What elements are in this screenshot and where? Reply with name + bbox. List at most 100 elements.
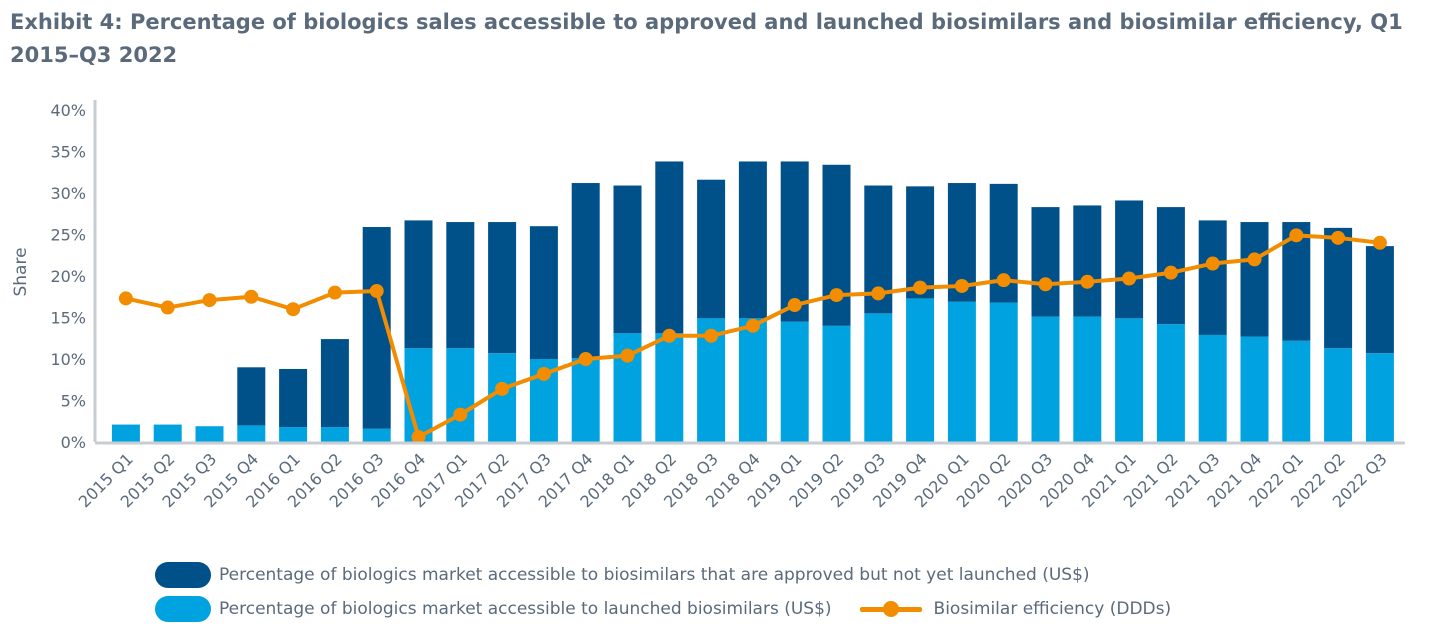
y-tick-label: 30% <box>50 184 86 203</box>
bar-approved-not-launched <box>446 222 475 349</box>
bar-approved-not-launched <box>279 368 308 428</box>
bar-approved-not-launched <box>1073 205 1102 317</box>
legend-row-2: Percentage of biologics market accessibl… <box>155 592 1415 626</box>
bar-launched <box>1115 318 1144 442</box>
bar-launched <box>989 302 1018 442</box>
efficiency-point <box>286 302 301 317</box>
efficiency-point <box>704 328 719 343</box>
efficiency-point <box>1038 277 1053 292</box>
bar-approved-not-launched <box>1156 207 1185 325</box>
y-tick-label: 35% <box>50 143 86 162</box>
y-tick-label: 20% <box>50 267 86 286</box>
efficiency-point <box>745 318 760 333</box>
y-axis-label: Share <box>11 247 31 296</box>
efficiency-point <box>536 366 551 381</box>
bar-launched <box>571 358 600 442</box>
y-tick-label: 0% <box>61 433 86 452</box>
efficiency-point <box>913 280 928 295</box>
bar-launched <box>446 348 475 442</box>
bars-group <box>111 161 1394 442</box>
bar-approved-not-launched <box>697 179 726 319</box>
bar-launched <box>655 333 684 442</box>
y-tick-label: 5% <box>61 392 86 411</box>
legend-row-1: Percentage of biologics market accessibl… <box>155 558 1415 592</box>
legend-label-approved-not-launched: Percentage of biologics market accessibl… <box>219 565 1090 585</box>
efficiency-point <box>369 283 384 298</box>
bar-launched <box>1240 336 1269 442</box>
efficiency-point <box>829 288 844 303</box>
bar-launched <box>1324 348 1353 442</box>
bar-approved-not-launched <box>738 161 767 319</box>
bar-launched <box>1365 353 1394 442</box>
bar-approved-not-launched <box>488 222 517 354</box>
bar-approved-not-launched <box>237 367 266 426</box>
efficiency-point <box>787 298 802 313</box>
bar-launched <box>237 425 266 442</box>
efficiency-point <box>1163 265 1178 280</box>
efficiency-point <box>1205 256 1220 271</box>
bar-approved-not-launched <box>655 161 684 334</box>
efficiency-point <box>578 352 593 366</box>
efficiency-point <box>996 273 1011 288</box>
efficiency-point <box>244 289 259 304</box>
legend-swatch-light-blue <box>155 596 211 622</box>
efficiency-point <box>1331 230 1346 245</box>
bar-approved-not-launched <box>1198 220 1227 335</box>
legend-item-approved-not-launched: Percentage of biologics market accessibl… <box>155 562 1090 588</box>
efficiency-point <box>495 381 510 396</box>
efficiency-point <box>202 293 217 308</box>
bar-approved-not-launched <box>571 183 600 359</box>
bar-launched <box>1031 316 1060 442</box>
bar-launched <box>195 426 224 442</box>
bar-approved-not-launched <box>1240 222 1269 337</box>
bar-approved-not-launched <box>1115 200 1144 319</box>
y-tick-label: 25% <box>50 226 86 245</box>
legend: Percentage of biologics market accessibl… <box>155 558 1415 626</box>
legend-swatch-orange-line <box>859 596 922 622</box>
bar-approved-not-launched <box>906 186 935 299</box>
efficiency-point <box>1247 252 1262 267</box>
efficiency-point <box>1372 235 1387 250</box>
y-tick-label: 40% <box>50 101 86 120</box>
efficiency-point <box>662 328 677 343</box>
bar-launched <box>864 313 893 442</box>
bar-launched <box>780 321 809 442</box>
bar-approved-not-launched <box>404 220 433 349</box>
bar-approved-not-launched <box>613 185 642 334</box>
bar-launched <box>947 301 976 442</box>
bar-launched <box>1282 340 1311 442</box>
efficiency-point <box>453 407 468 422</box>
bar-launched <box>279 427 308 442</box>
efficiency-point <box>1289 228 1304 243</box>
bar-approved-not-launched <box>1324 227 1353 349</box>
efficiency-point <box>1080 274 1095 289</box>
efficiency-point <box>118 291 133 306</box>
chart-title: Exhibit 4: Percentage of biologics sales… <box>10 10 1403 67</box>
bar-launched <box>111 424 140 442</box>
bar-launched <box>488 353 517 442</box>
bar-approved-not-launched <box>529 226 558 359</box>
bar-approved-not-launched <box>320 339 349 428</box>
efficiency-point <box>954 278 969 293</box>
y-axis: 0% 5% 10% 15% 20% 25% 30% 35% 40% <box>50 100 97 452</box>
legend-item-launched: Percentage of biologics market accessibl… <box>155 596 832 622</box>
bar-launched <box>1156 324 1185 442</box>
bar-launched <box>1198 334 1227 442</box>
y-tick-label: 15% <box>50 309 86 328</box>
bar-launched <box>822 325 851 442</box>
bar-launched <box>404 348 433 442</box>
efficiency-point <box>160 300 175 315</box>
legend-swatch-dark-blue <box>155 562 211 588</box>
bar-launched <box>362 428 391 442</box>
efficiency-point <box>1122 271 1137 286</box>
bar-approved-not-launched <box>780 161 809 322</box>
bar-launched <box>738 318 767 442</box>
efficiency-line-group <box>118 228 1387 445</box>
bar-launched <box>1073 316 1102 442</box>
bar-launched <box>320 427 349 442</box>
efficiency-point <box>327 285 342 300</box>
legend-item-efficiency: Biosimilar efficiency (DDDs) <box>859 596 1171 622</box>
bar-approved-not-launched <box>1365 246 1394 354</box>
